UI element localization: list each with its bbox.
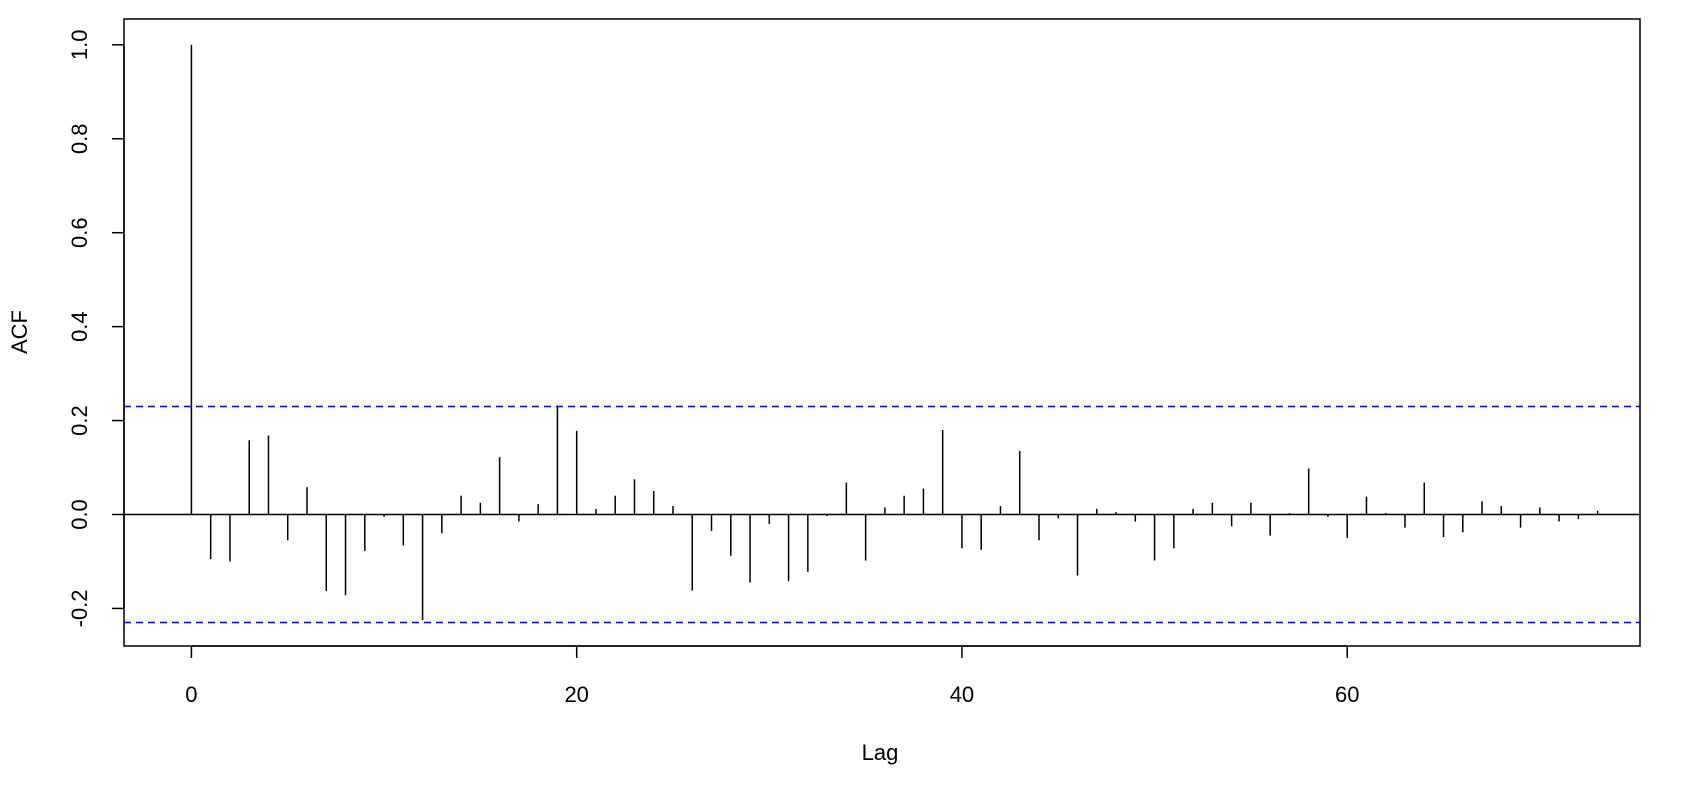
x-axis: 0 20 40 60 xyxy=(185,645,1359,707)
x-axis-label: Lag xyxy=(862,740,899,765)
y-tick-label: 0.2 xyxy=(67,405,92,436)
y-tick-label: -0.2 xyxy=(67,589,92,627)
y-axis: -0.2 0.0 0.2 0.4 0.6 0.8 1.0 xyxy=(67,30,125,627)
x-tick-label: 40 xyxy=(950,682,974,707)
x-tick-label: 60 xyxy=(1335,682,1359,707)
x-tick-label: 0 xyxy=(185,682,197,707)
plot-frame xyxy=(123,18,1641,647)
y-tick-label: 0.8 xyxy=(67,123,92,154)
y-tick-label: 1.0 xyxy=(67,30,92,61)
y-tick-label: 0.0 xyxy=(67,499,92,530)
x-tick-label: 20 xyxy=(564,682,588,707)
y-axis-label: ACF xyxy=(7,310,32,354)
y-tick-label: 0.6 xyxy=(67,217,92,248)
y-tick-label: 0.4 xyxy=(67,311,92,342)
confidence-bounds xyxy=(124,405,1640,624)
acf-bars xyxy=(190,44,1599,621)
